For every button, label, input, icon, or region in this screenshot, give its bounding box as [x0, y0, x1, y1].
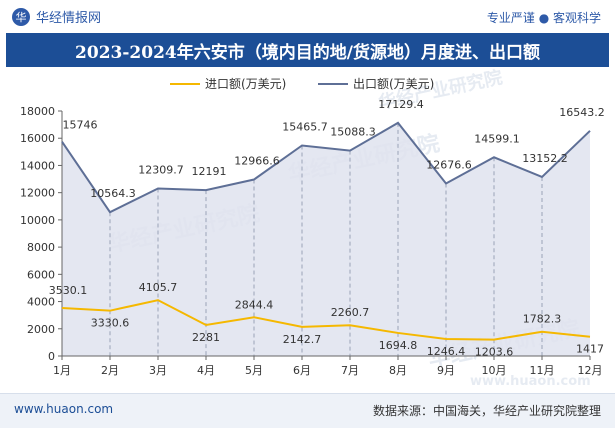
chart-title: 2023-2024年六安市（境内目的地/货源地）月度进、出口额 — [6, 33, 609, 67]
data-label-import: 2281 — [192, 331, 220, 344]
y-tick-label: 8000 — [27, 241, 55, 254]
x-tick-label: 10月 — [482, 364, 507, 377]
legend-label-import: 进口额(万美元) — [205, 77, 286, 91]
x-tick-label: 7月 — [341, 364, 359, 377]
export-area — [62, 122, 590, 356]
x-tick-label: 4月 — [197, 364, 215, 377]
legend-label-export: 出口额(万美元) — [353, 77, 434, 91]
slogan: 专业严谨 ● 客观科学 — [486, 11, 601, 25]
x-tick-label: 9月 — [437, 364, 455, 377]
series-line-import — [61, 299, 591, 341]
data-label-import: 2142.7 — [283, 333, 322, 346]
x-tick-label: 5月 — [245, 364, 263, 377]
y-tick-label: 10000 — [20, 214, 55, 227]
data-label-import: 1694.8 — [379, 339, 418, 352]
data-label-import: 1246.4 — [427, 345, 466, 358]
brand-name: 华经情报网 — [36, 11, 102, 26]
data-label-export: 14599.1 — [474, 132, 520, 145]
brand-logo-icon: 华 — [12, 7, 30, 26]
footer: www.huaon.com 数据来源：中国海关，华经产业研究院整理 — [0, 393, 615, 428]
y-tick-label: 12000 — [20, 187, 55, 200]
data-label-import: 1782.3 — [523, 313, 562, 326]
y-tick-label: 0 — [48, 350, 55, 363]
line-chart: 华经产业研究院华经产业研究院华经产业研究院华经产业研究院www.huaon.co… — [20, 67, 605, 389]
data-label-export: 15088.3 — [330, 126, 376, 139]
data-label-export: 12191 — [192, 165, 227, 178]
data-label-export: 15746 — [63, 119, 98, 132]
data-label-export: 12309.7 — [138, 163, 184, 176]
x-tick-label: 11月 — [530, 364, 555, 377]
data-label-export: 10564.3 — [90, 187, 136, 200]
site-url[interactable]: www.huaon.com — [14, 402, 114, 416]
y-tick-label: 2000 — [27, 323, 55, 336]
data-label-import: 2844.4 — [235, 298, 274, 311]
data-label-import: 3530.1 — [49, 284, 88, 297]
data-label-export: 16543.2 — [559, 106, 605, 119]
x-tick-label: 6月 — [293, 364, 311, 377]
data-label-export: 12966.6 — [234, 155, 280, 168]
brand[interactable]: 华 华经情报网 — [12, 7, 101, 26]
x-tick-label: 2月 — [101, 364, 119, 377]
data-label-import: 3330.6 — [91, 317, 130, 330]
x-tick-label: 12月 — [578, 364, 603, 377]
y-tick-label: 18000 — [20, 105, 55, 118]
data-label-export: 15465.7 — [282, 120, 328, 133]
y-tick-label: 14000 — [20, 159, 55, 172]
data-label-import: 2260.7 — [331, 306, 370, 319]
data-label-import: 1417 — [576, 343, 604, 356]
top-bar: 华 华经情报网 专业严谨 ● 客观科学 — [0, 0, 615, 33]
series-line-export — [61, 121, 591, 214]
x-tick-label: 3月 — [149, 364, 167, 377]
y-tick-label: 16000 — [20, 132, 55, 145]
data-label-export: 13152.2 — [522, 152, 568, 165]
y-tick-label: 6000 — [27, 268, 55, 281]
x-tick-label: 1月 — [53, 364, 71, 377]
data-label-import: 4105.7 — [139, 281, 178, 294]
x-tick-label: 8月 — [389, 364, 407, 377]
data-label-export: 12676.6 — [426, 158, 472, 171]
y-tick-label: 4000 — [27, 296, 55, 309]
data-label-import: 1203.6 — [475, 346, 514, 359]
data-label-export: 17129.4 — [378, 98, 424, 111]
watermark: www.huaon.com — [470, 374, 591, 389]
data-source: 数据来源：中国海关，华经产业研究院整理 — [372, 404, 601, 418]
